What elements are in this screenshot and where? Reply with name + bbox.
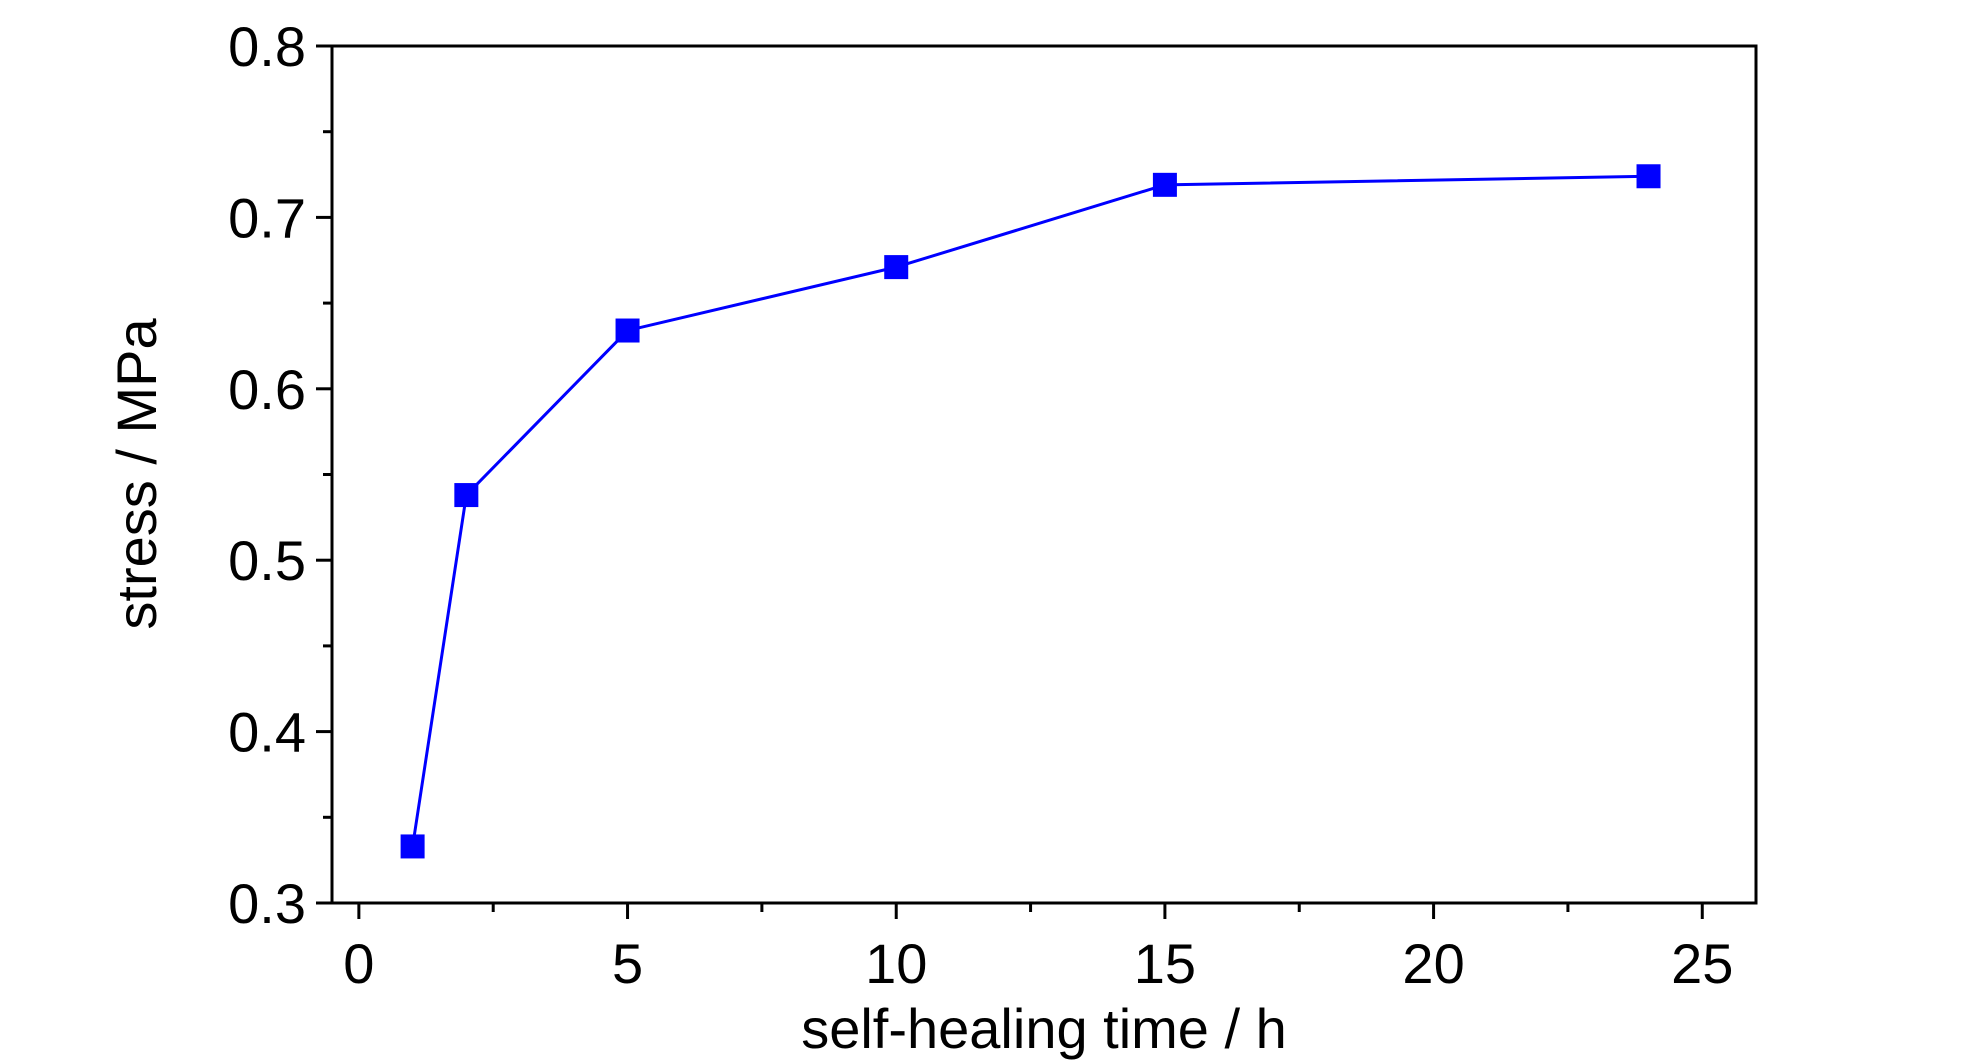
- data-point-marker: [615, 318, 640, 343]
- data-point-marker: [1636, 164, 1661, 189]
- x-axis-title: self-healing time / h: [801, 997, 1287, 1060]
- y-axis-title: stress / MPa: [105, 318, 168, 630]
- x-tick-label: 5: [612, 932, 643, 995]
- y-tick-label: 0.7: [228, 186, 306, 249]
- data-point-marker: [400, 834, 425, 859]
- data-point-marker: [1152, 172, 1177, 197]
- x-tick-label: 15: [1134, 932, 1196, 995]
- y-tick-label: 0.6: [228, 358, 306, 421]
- plot-frame: [330, 44, 1758, 905]
- y-tick-label: 0.3: [228, 872, 306, 935]
- x-tick-label: 0: [343, 932, 374, 995]
- x-axis: 0 5 10 15 20 25: [343, 903, 1733, 995]
- x-tick-label: 20: [1402, 932, 1464, 995]
- y-tick-label: 0.8: [228, 15, 306, 78]
- data-point-marker: [454, 483, 479, 508]
- y-axis: 0.3 0.4 0.5 0.6 0.7 0.8: [228, 15, 332, 935]
- y-tick-label: 0.5: [228, 529, 306, 592]
- x-tick-label: 25: [1671, 932, 1733, 995]
- x-tick-label: 10: [865, 932, 927, 995]
- series-layer: [400, 164, 1661, 859]
- y-tick-label: 0.4: [228, 701, 306, 764]
- data-point-marker: [884, 255, 909, 280]
- series-line: [411, 174, 1649, 847]
